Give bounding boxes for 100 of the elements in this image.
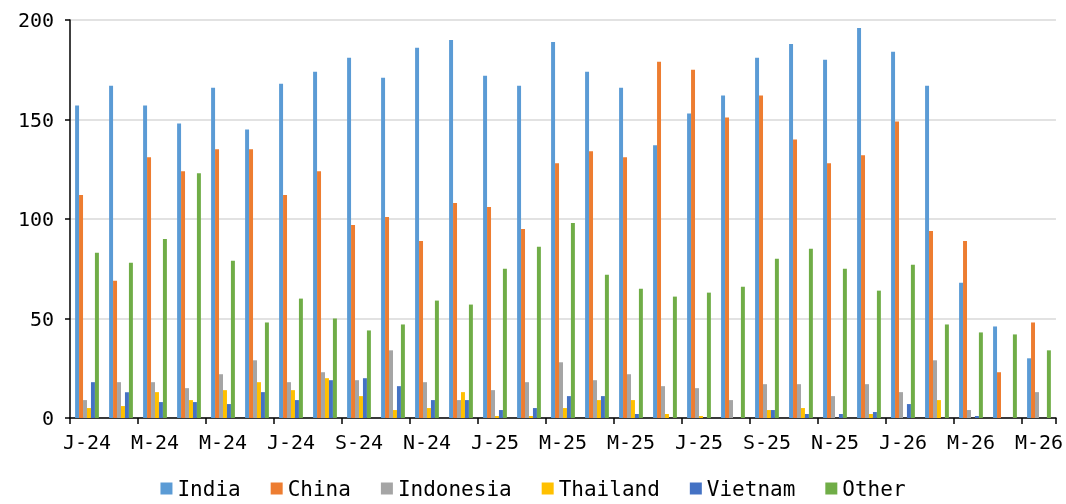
bar (672, 296, 677, 418)
bar (638, 288, 643, 418)
bar (596, 400, 601, 418)
bar (434, 300, 439, 418)
bar (211, 87, 216, 418)
bar (906, 404, 911, 418)
x-tick-label: M-25 (606, 430, 656, 454)
bar (627, 374, 631, 418)
bar (449, 39, 454, 418)
bar (491, 390, 495, 418)
bar (1027, 358, 1032, 418)
bar (483, 75, 488, 418)
bar (162, 238, 167, 418)
bar (453, 203, 458, 418)
y-tick-label: 150 (17, 107, 54, 132)
x-tick-label: S-25 (742, 430, 792, 454)
bar (725, 117, 730, 418)
bar (657, 61, 662, 418)
bar (797, 384, 801, 418)
y-tick-label: 100 (17, 207, 54, 231)
bar (729, 400, 733, 418)
bar (831, 396, 835, 418)
bar (94, 252, 99, 418)
bar (532, 408, 537, 418)
bar (117, 382, 121, 418)
bar (226, 404, 231, 418)
bar (381, 77, 386, 418)
bar (766, 410, 771, 418)
bar (124, 392, 129, 418)
bar (959, 282, 964, 418)
bar (559, 362, 563, 418)
bar (385, 217, 390, 418)
bar (827, 163, 832, 418)
bar (566, 396, 571, 418)
bar (260, 392, 265, 418)
bar (464, 400, 469, 418)
legend-label: Vietnam (706, 476, 796, 501)
x-tick-label: N-25 (810, 430, 860, 454)
bar (245, 129, 250, 418)
bar (230, 260, 235, 418)
bar (83, 400, 87, 418)
bar (630, 400, 635, 418)
bar (521, 228, 526, 418)
bar (600, 396, 605, 418)
bar (290, 390, 295, 418)
bar (264, 322, 269, 418)
legend-label: Indonesia (397, 476, 512, 501)
x-tick-label: M-24 (130, 430, 180, 454)
bar (1031, 322, 1035, 418)
bar (328, 380, 333, 418)
x-tick-label: N-24 (402, 430, 452, 454)
bar (287, 382, 291, 418)
legend-label: Thailand (558, 476, 660, 501)
bar (653, 145, 658, 418)
bar (555, 163, 560, 418)
bar (87, 408, 91, 418)
bar (570, 222, 575, 418)
x-tick-label: J-25 (674, 430, 724, 454)
bar (895, 121, 900, 418)
bar (498, 410, 503, 418)
bar (634, 414, 639, 418)
bar (457, 400, 461, 418)
bar (355, 380, 359, 418)
bar (808, 248, 813, 418)
bar (351, 224, 356, 418)
bar (487, 207, 492, 418)
bar (189, 400, 193, 418)
bar (219, 374, 223, 418)
bar (196, 173, 201, 418)
bar (997, 372, 1001, 418)
bar (79, 195, 84, 418)
bar (468, 304, 473, 418)
bar (623, 157, 628, 418)
bar (695, 388, 699, 418)
bar (400, 324, 405, 418)
bar (1012, 334, 1017, 418)
bar (223, 390, 227, 418)
bar (90, 382, 95, 418)
legend-label: India (177, 476, 241, 501)
bar (192, 402, 197, 418)
bar (865, 384, 869, 418)
bar (185, 388, 189, 418)
bar (800, 408, 805, 418)
bar (392, 410, 397, 418)
bar (774, 258, 779, 418)
bar (256, 382, 261, 418)
bar (536, 246, 541, 418)
bar (143, 105, 148, 418)
bar (313, 71, 318, 418)
bar (721, 95, 726, 418)
bar (151, 382, 155, 418)
bar (426, 408, 431, 418)
bar (936, 400, 941, 418)
bar (158, 402, 163, 418)
x-tick-label: M-26 (946, 430, 996, 454)
bar (332, 318, 337, 418)
y-tick-label: 200 (17, 8, 54, 32)
bar (770, 410, 775, 418)
bar (963, 240, 968, 418)
bar (793, 139, 798, 418)
